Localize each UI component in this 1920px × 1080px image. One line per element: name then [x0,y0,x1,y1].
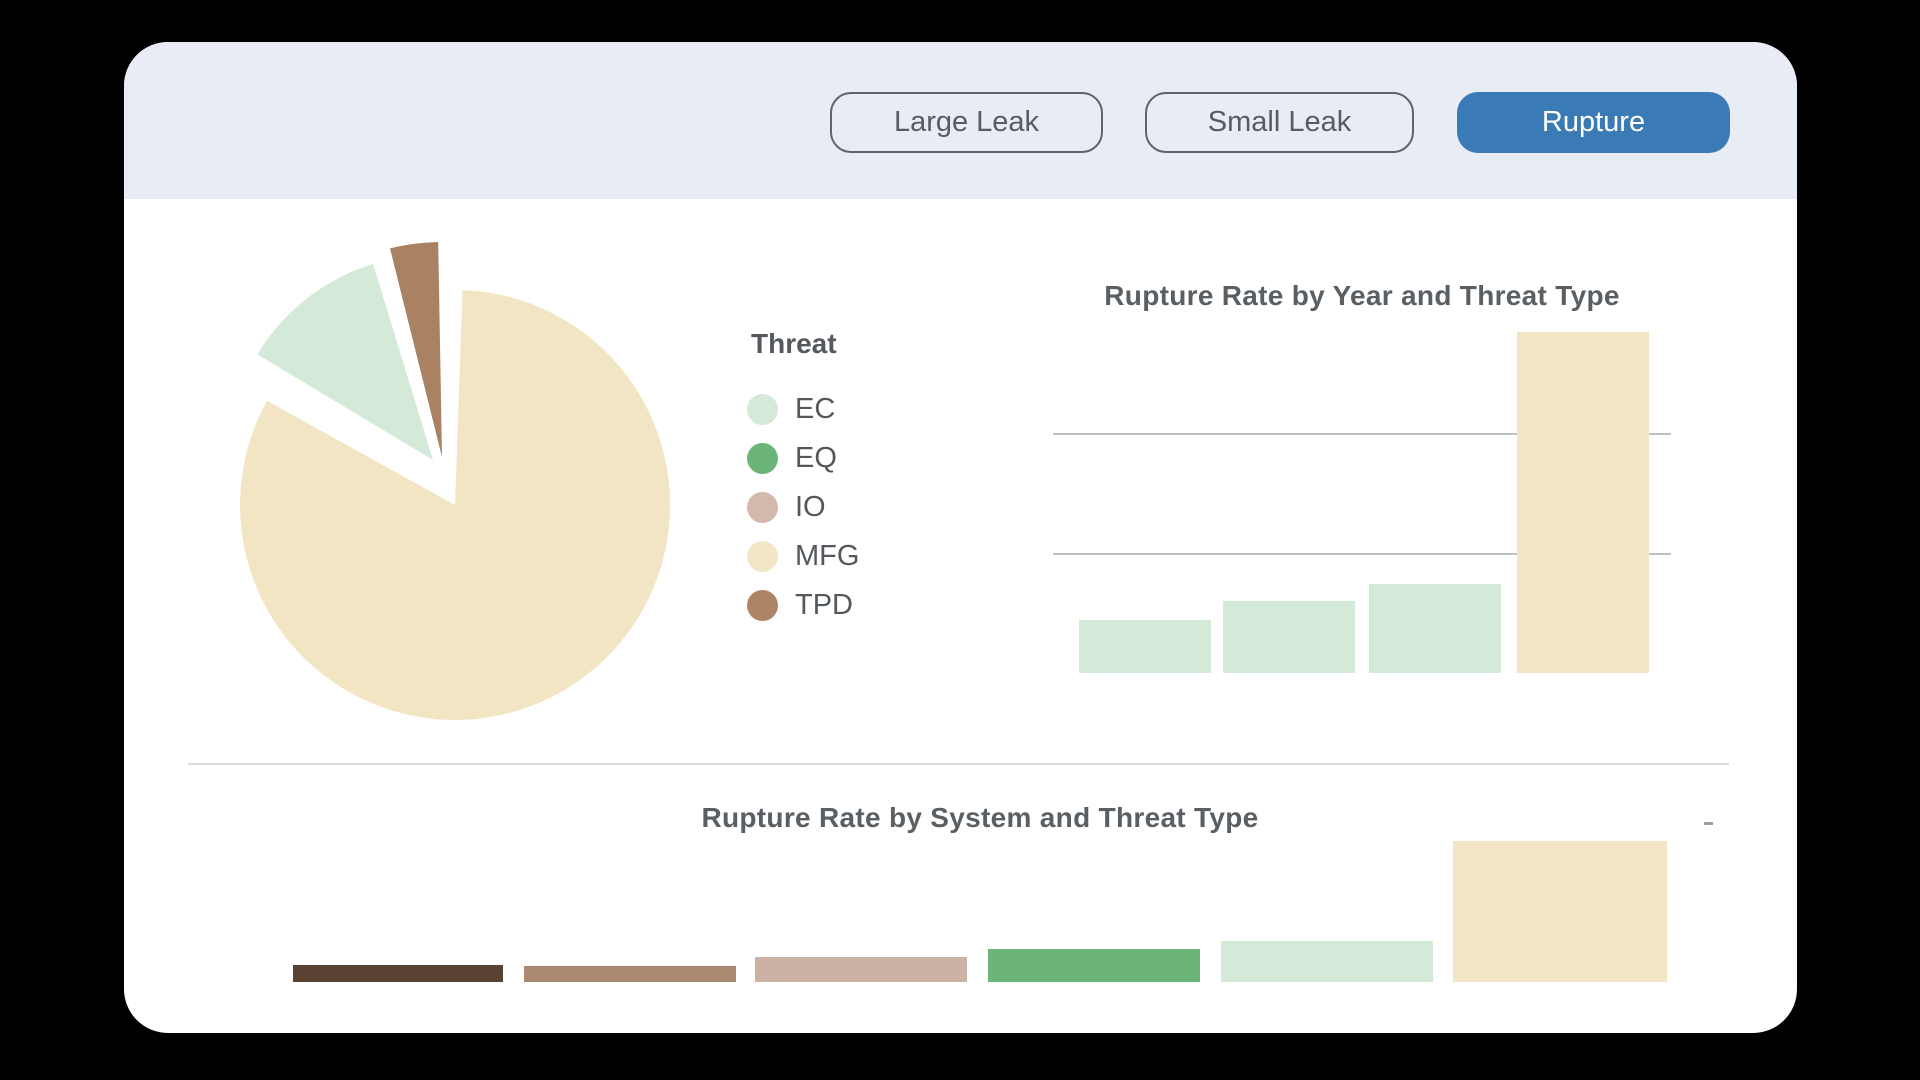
pie-slice-ec[interactable] [257,264,433,460]
year-bar-4[interactable] [1517,332,1649,673]
year-gridline [1053,553,1671,555]
pie-slice-mfg[interactable] [240,290,671,720]
dashboard-card: Large Leak Small Leak Rupture Threat EC … [124,42,1797,1033]
system-chart-title: Rupture Rate by System and Threat Type [701,802,1259,833]
rupture-button[interactable]: Rupture [1457,92,1730,153]
large-leak-button[interactable]: Large Leak [830,92,1103,153]
legend-item-tpd[interactable]: TPD [747,581,859,630]
legend-items: EC EQ IO MFG TPD [747,385,859,630]
system-bar-6[interactable] [1453,841,1667,982]
year-bar-2[interactable] [1223,601,1355,673]
threat-pie-chart[interactable] [124,42,1797,1033]
system-bar-3[interactable] [755,957,967,982]
eq-swatch-icon [747,443,778,474]
system-bar-2[interactable] [524,966,736,982]
tpd-swatch-icon [747,590,778,621]
legend-item-eq[interactable]: EQ [747,434,859,483]
ec-swatch-icon [747,394,778,425]
year-gridline [1053,433,1671,435]
system-bar-5[interactable] [1221,941,1433,982]
pie-slice-tpd[interactable] [390,242,442,457]
io-swatch-icon [747,492,778,523]
system-bar-chart [293,841,1667,982]
legend-item-io[interactable]: IO [747,483,859,532]
year-bar-3[interactable] [1369,584,1501,673]
system-bar-1[interactable] [293,965,503,982]
small-leak-button[interactable]: Small Leak [1145,92,1414,153]
year-bar-chart [1053,282,1671,673]
section-divider [188,763,1729,765]
header-bar: Large Leak Small Leak Rupture [124,42,1797,199]
tick-dash [1704,822,1713,825]
year-bar-1[interactable] [1079,620,1211,673]
legend-item-ec[interactable]: EC [747,385,859,434]
legend-title: Threat [751,328,837,359]
legend-item-mfg[interactable]: MFG [747,532,859,581]
mfg-swatch-icon [747,541,778,572]
system-bar-4[interactable] [988,949,1200,982]
year-chart-title: Rupture Rate by Year and Threat Type [1104,280,1620,311]
threat-legend: Threat EC EQ IO MFG TPD [747,328,859,630]
